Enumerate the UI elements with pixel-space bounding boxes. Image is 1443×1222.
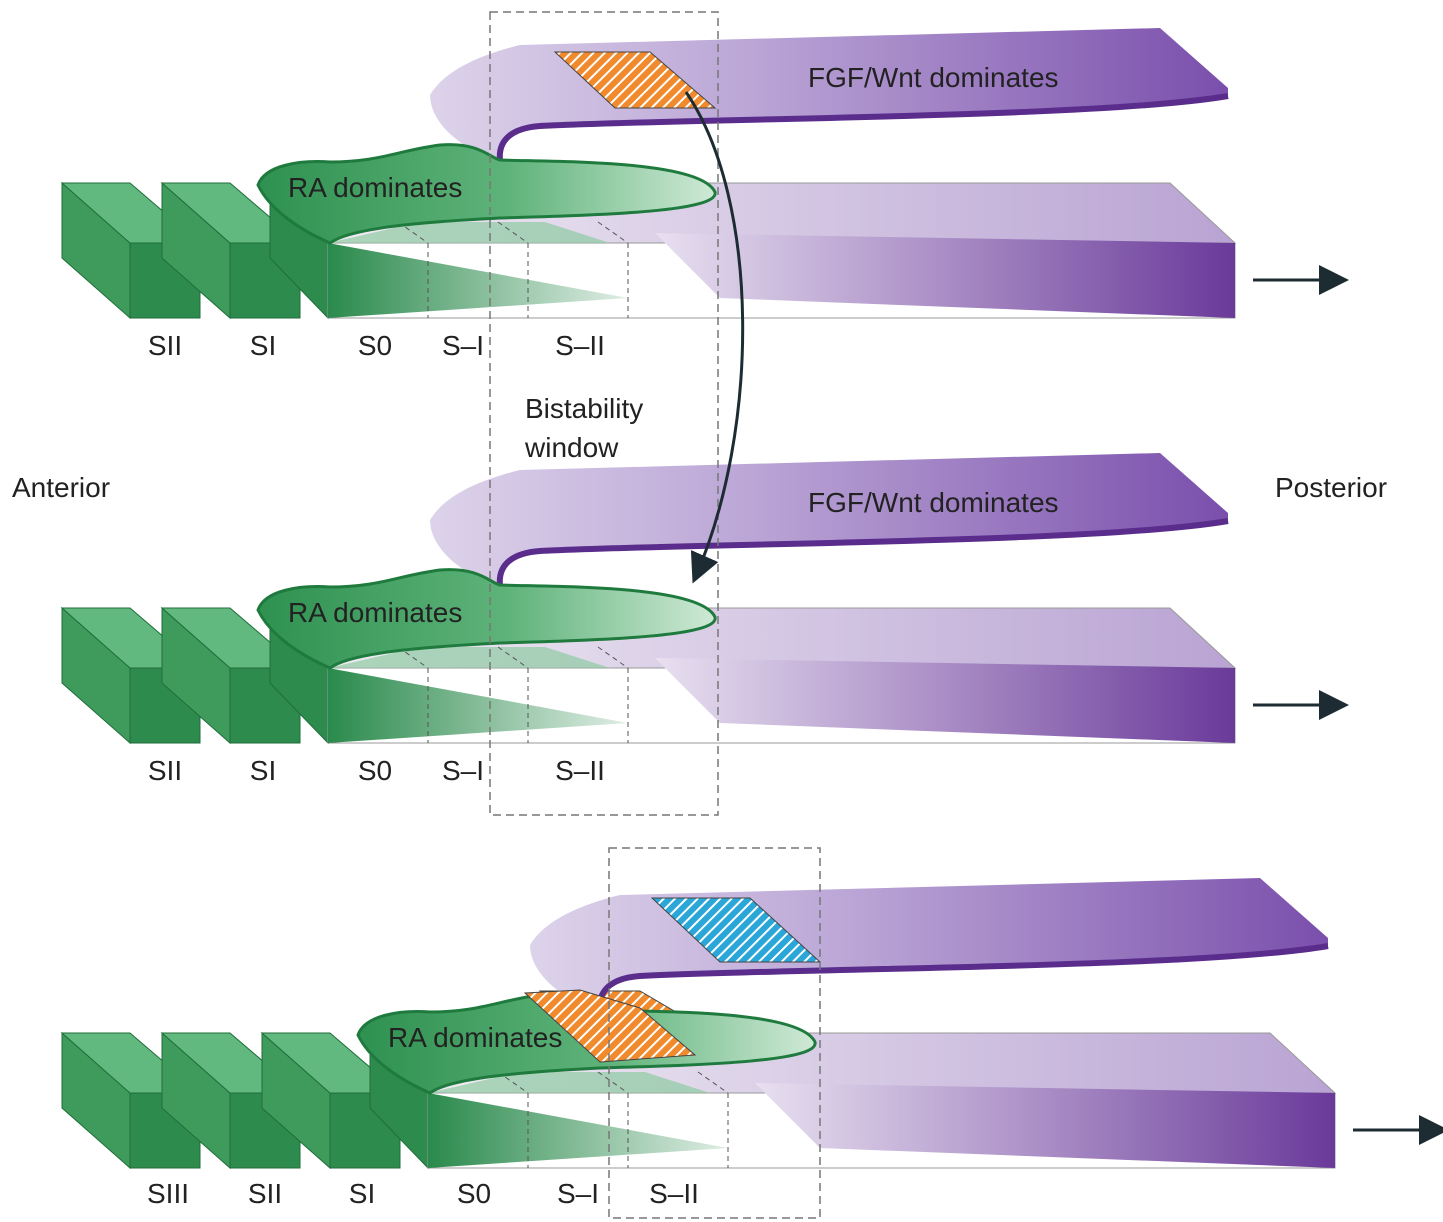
segment-label: SI [250, 330, 276, 361]
segment-label: S–II [649, 1178, 699, 1209]
ra-gradient-top [428, 1072, 710, 1093]
segment-divider [697, 1071, 729, 1094]
fgf-edge [496, 518, 1229, 586]
fgf-edge [496, 93, 1229, 161]
fgf-ribbon [430, 453, 1228, 585]
ra-lobe [256, 568, 717, 670]
window-label: Bistability [525, 393, 643, 424]
segment-label: S–I [442, 330, 484, 361]
segment-divider [497, 1071, 529, 1094]
fgf-label: FGF/Wnt dominates [808, 62, 1059, 93]
ra-gradient [328, 243, 628, 318]
segment-divider [597, 221, 629, 244]
segment-divider [597, 1071, 629, 1094]
ra-lobe [256, 143, 717, 245]
segment-label: S–I [557, 1178, 599, 1209]
segment-label: SII [248, 1178, 282, 1209]
ra-gradient-top [328, 647, 610, 668]
segment-label: SIII [147, 1178, 189, 1209]
segment-divider [397, 221, 429, 244]
panel [60, 878, 1337, 1170]
hatched-zone [553, 51, 717, 109]
window-box [608, 847, 821, 1219]
segment-divider [497, 646, 529, 669]
labels: FGF/Wnt dominates RA dominates SII SI S0 S–I S… [147, 62, 1059, 1209]
segment-label: SII [148, 330, 182, 361]
hatched-zone [523, 989, 697, 1063]
ra-gradient-top [328, 222, 610, 243]
segment-label: S0 [358, 755, 392, 786]
anterior-label: Anterior [12, 472, 110, 503]
segment-label: SI [349, 1178, 375, 1209]
fgf-ribbon [430, 28, 1228, 160]
window-label: window [524, 432, 619, 463]
fgf-gradient [755, 1083, 1335, 1168]
ra-gradient [328, 668, 628, 743]
fgf-ribbon [530, 878, 1328, 1010]
fgf-edge [596, 943, 1329, 1011]
segment-divider [597, 646, 629, 669]
window-box [489, 11, 719, 816]
fgf-label: FGF/Wnt dominates [808, 487, 1059, 518]
fgf-gradient [655, 658, 1235, 743]
fgf-gradient [655, 233, 1235, 318]
segment-label: S–II [555, 330, 605, 361]
somite-front [229, 667, 301, 744]
segment-label: S–II [555, 755, 605, 786]
segment-label: SII [148, 755, 182, 786]
posterior-label: Posterior [1275, 472, 1387, 503]
shapes [60, 28, 1443, 1170]
transition-arrow [684, 91, 745, 584]
panel [60, 453, 1237, 1062]
ra-label: RA dominates [288, 172, 462, 203]
ra-label: RA dominates [388, 1022, 562, 1053]
ra-gradient [428, 1093, 728, 1168]
segment-label: S0 [358, 330, 392, 361]
segment-label: SI [250, 755, 276, 786]
segment-divider [497, 221, 529, 244]
segment-label: S–I [442, 755, 484, 786]
ra-label: RA dominates [288, 597, 462, 628]
segment-label: S0 [457, 1178, 491, 1209]
panel [60, 28, 1237, 320]
segment-divider [397, 646, 429, 669]
